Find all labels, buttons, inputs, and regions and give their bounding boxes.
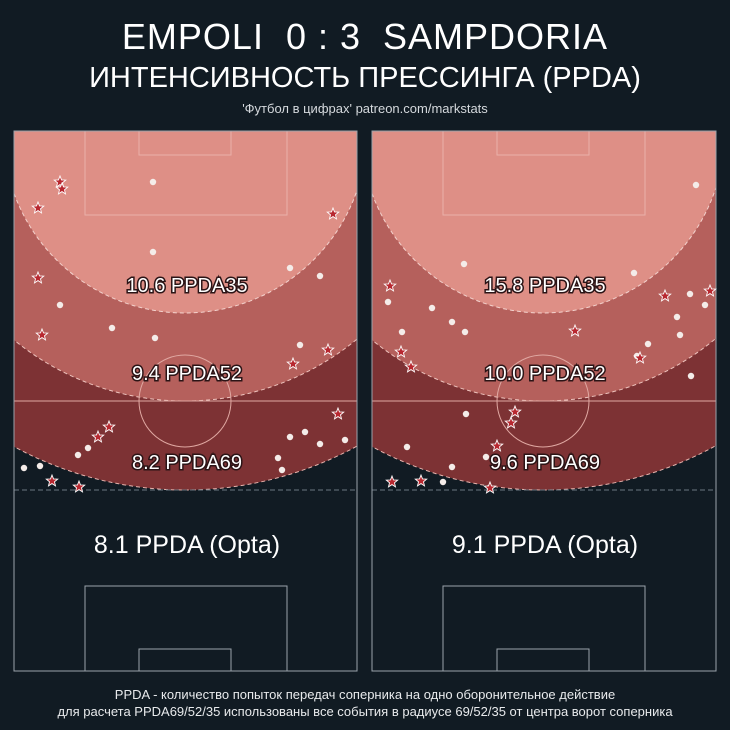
event-dot xyxy=(687,372,695,380)
event-star xyxy=(31,270,45,284)
event-star xyxy=(102,419,116,433)
event-dot xyxy=(482,453,490,461)
event-star xyxy=(326,206,340,220)
event-dot xyxy=(460,260,468,268)
event-dot xyxy=(274,454,282,462)
event-star xyxy=(490,438,504,452)
event-dot xyxy=(428,304,436,312)
event-dot xyxy=(278,466,286,474)
events-sampdoria xyxy=(383,181,717,494)
footer-note: PPDA - количество попыток передач соперн… xyxy=(0,686,730,720)
event-star xyxy=(321,342,335,356)
event-star xyxy=(53,174,67,188)
event-star xyxy=(633,350,647,364)
event-dot xyxy=(296,341,304,349)
credit-line: 'Футбол в цифрах' patreon.com/markstats xyxy=(242,101,488,116)
event-dot xyxy=(448,463,456,471)
ppda69-label: 9.6 PPDA69 xyxy=(490,452,600,474)
opta-ppda-label: 8.1 PPDA (Opta) xyxy=(94,531,280,559)
event-star xyxy=(45,473,59,487)
event-dot xyxy=(676,331,684,339)
event-star xyxy=(55,181,69,195)
match-title: EMPOLI 0 : 3 SAMPDORIA xyxy=(121,16,609,57)
zone-35 xyxy=(14,131,357,313)
event-star xyxy=(72,479,86,493)
footer-line-1: PPDA - количество попыток передач соперн… xyxy=(114,687,616,702)
event-dot xyxy=(316,440,324,448)
event-dot xyxy=(84,444,92,452)
event-star xyxy=(91,429,105,443)
event-dot xyxy=(151,334,159,342)
event-dot xyxy=(316,272,324,280)
event-star xyxy=(394,344,408,358)
event-star xyxy=(35,327,49,341)
event-dot xyxy=(448,318,456,326)
event-dot xyxy=(149,248,157,256)
zone-35 xyxy=(372,131,716,313)
event-dot xyxy=(701,301,709,309)
event-star xyxy=(414,473,428,487)
event-star xyxy=(383,278,397,292)
pitch-empoli: 10.6 PPDA35 9.4 PPDA52 8.2 PPDA69 8.1 PP… xyxy=(13,130,358,672)
event-star xyxy=(31,200,45,214)
footer-line-2: для расчета PPDA69/52/35 использованы вс… xyxy=(57,704,673,719)
event-star xyxy=(508,404,522,418)
event-dot xyxy=(286,264,294,272)
event-star xyxy=(658,288,672,302)
event-dot xyxy=(341,436,349,444)
event-star xyxy=(504,415,518,429)
ppda52-label: 10.0 PPDA52 xyxy=(484,363,605,385)
event-dot xyxy=(403,443,411,451)
event-dot xyxy=(286,433,294,441)
event-star xyxy=(703,283,717,297)
event-dot xyxy=(149,178,157,186)
opta-ppda-label: 9.1 PPDA (Opta) xyxy=(452,531,638,559)
events-empoli xyxy=(20,174,349,493)
event-dot xyxy=(74,451,82,459)
ppda69-label: 8.2 PPDA69 xyxy=(132,452,242,474)
event-star xyxy=(286,356,300,370)
event-dot xyxy=(461,328,469,336)
pitch-sampdoria: 15.8 PPDA35 10.0 PPDA52 9.6 PPDA69 9.1 P… xyxy=(371,130,717,672)
event-dot xyxy=(301,428,309,436)
event-star xyxy=(385,474,399,488)
event-star xyxy=(483,480,497,494)
event-dot xyxy=(384,298,392,306)
event-dot xyxy=(692,181,700,189)
event-dot xyxy=(439,478,447,486)
event-dot xyxy=(20,464,28,472)
event-dot xyxy=(686,290,694,298)
event-star xyxy=(331,406,345,420)
event-dot xyxy=(630,269,638,277)
event-dot xyxy=(56,301,64,309)
event-dot xyxy=(398,328,406,336)
ppda35-label: 15.8 PPDA35 xyxy=(484,275,605,297)
event-dot xyxy=(644,340,652,348)
event-star xyxy=(568,323,582,337)
event-star xyxy=(404,359,418,373)
event-dot xyxy=(36,462,44,470)
event-dot xyxy=(108,324,116,332)
page-subtitle: ИНТЕНСИВНОСТЬ ПРЕССИНГА (PPDA) xyxy=(89,62,641,94)
ppda52-label: 9.4 PPDA52 xyxy=(132,363,242,385)
ppda35-label: 10.6 PPDA35 xyxy=(126,275,247,297)
event-dot xyxy=(673,313,681,321)
event-dot xyxy=(462,410,470,418)
